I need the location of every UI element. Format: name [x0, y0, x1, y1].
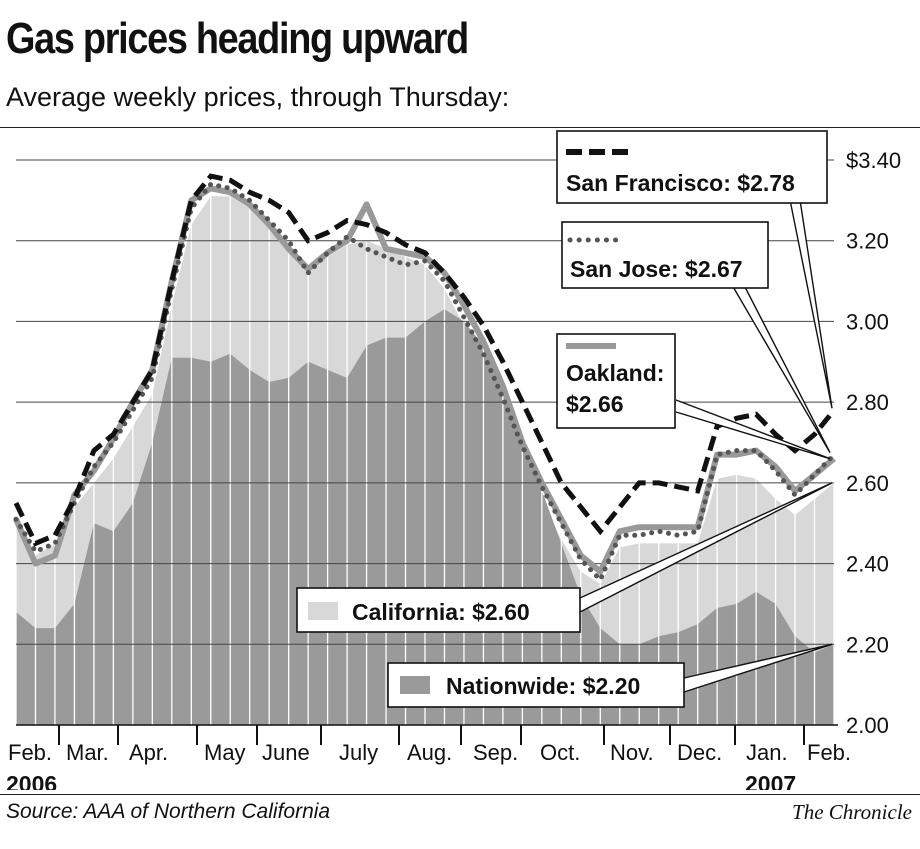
- oakland-value: $2.66: [566, 391, 624, 417]
- x-tick-label: Oct.: [540, 740, 580, 765]
- chart-subtitle: Average weekly prices, through Thursday:: [6, 82, 510, 112]
- x-tick-label: Nov.: [610, 740, 654, 765]
- nationwide-pointer: [683, 643, 833, 693]
- x-tick-label: Feb.: [807, 740, 851, 765]
- x-tick-label: June: [262, 740, 310, 765]
- x-tick-label: May: [204, 740, 246, 765]
- x-tick-label: Mar.: [66, 740, 109, 765]
- san-francisco-label: San Francisco: $2.78: [566, 170, 795, 196]
- san-jose-label: San Jose: $2.67: [570, 256, 743, 282]
- y-tick-label: 2.00: [846, 713, 889, 738]
- year-label: 2007: [745, 771, 796, 790]
- legend-callouts: San Francisco: $2.78 San Jose: $2.67 Oakla…: [296, 130, 833, 708]
- san-francisco-callout: [556, 130, 828, 204]
- nationwide-swatch: [400, 676, 430, 694]
- chart-title: Gas prices heading upward: [6, 14, 469, 63]
- california-pointer: [579, 482, 833, 613]
- san-francisco-line: [13, 173, 836, 547]
- oakland-callout: [556, 333, 676, 429]
- san-jose-pointer: [731, 284, 831, 453]
- y-tick-label: 2.20: [846, 632, 889, 657]
- series-lines: [13, 173, 837, 585]
- san-jose-line: [13, 181, 837, 585]
- oakland-label: Oakland:: [566, 360, 664, 386]
- x-tick-label: Feb.: [8, 740, 52, 765]
- nationwide-label: Nationwide: $2.20: [446, 673, 640, 699]
- bottom-rule: [0, 794, 920, 795]
- y-tick-label: 2.60: [846, 471, 889, 496]
- axes: [16, 724, 838, 745]
- x-tick-label: Jan.: [746, 740, 788, 765]
- credit-line: The Chronicle: [792, 800, 912, 824]
- oakland-pointer: [675, 399, 831, 460]
- x-tick-label: Apr.: [129, 740, 168, 765]
- year-label: 2006: [6, 771, 57, 790]
- california-swatch: [308, 602, 338, 620]
- y-tick-label: 2.80: [846, 390, 889, 415]
- y-tick-label: $3.40: [846, 148, 901, 173]
- top-rule: [0, 127, 920, 128]
- california-label: California: $2.60: [352, 599, 530, 625]
- source-note: Source: AAA of Northern California: [6, 800, 331, 823]
- y-tick-label: 3.20: [846, 229, 889, 254]
- x-tick-label: July: [339, 740, 378, 765]
- x-tick-label: Aug.: [407, 740, 452, 765]
- san-jose-callout: [561, 221, 769, 289]
- x-tick-label: Dec.: [677, 740, 722, 765]
- san-francisco-pointer: [789, 199, 833, 409]
- y-tick-label: 3.00: [846, 309, 889, 334]
- nationwide-callout: [387, 662, 685, 708]
- x-tick-label: Sep.: [473, 740, 518, 765]
- california-callout: [296, 587, 581, 633]
- y-tick-label: 2.40: [846, 552, 889, 577]
